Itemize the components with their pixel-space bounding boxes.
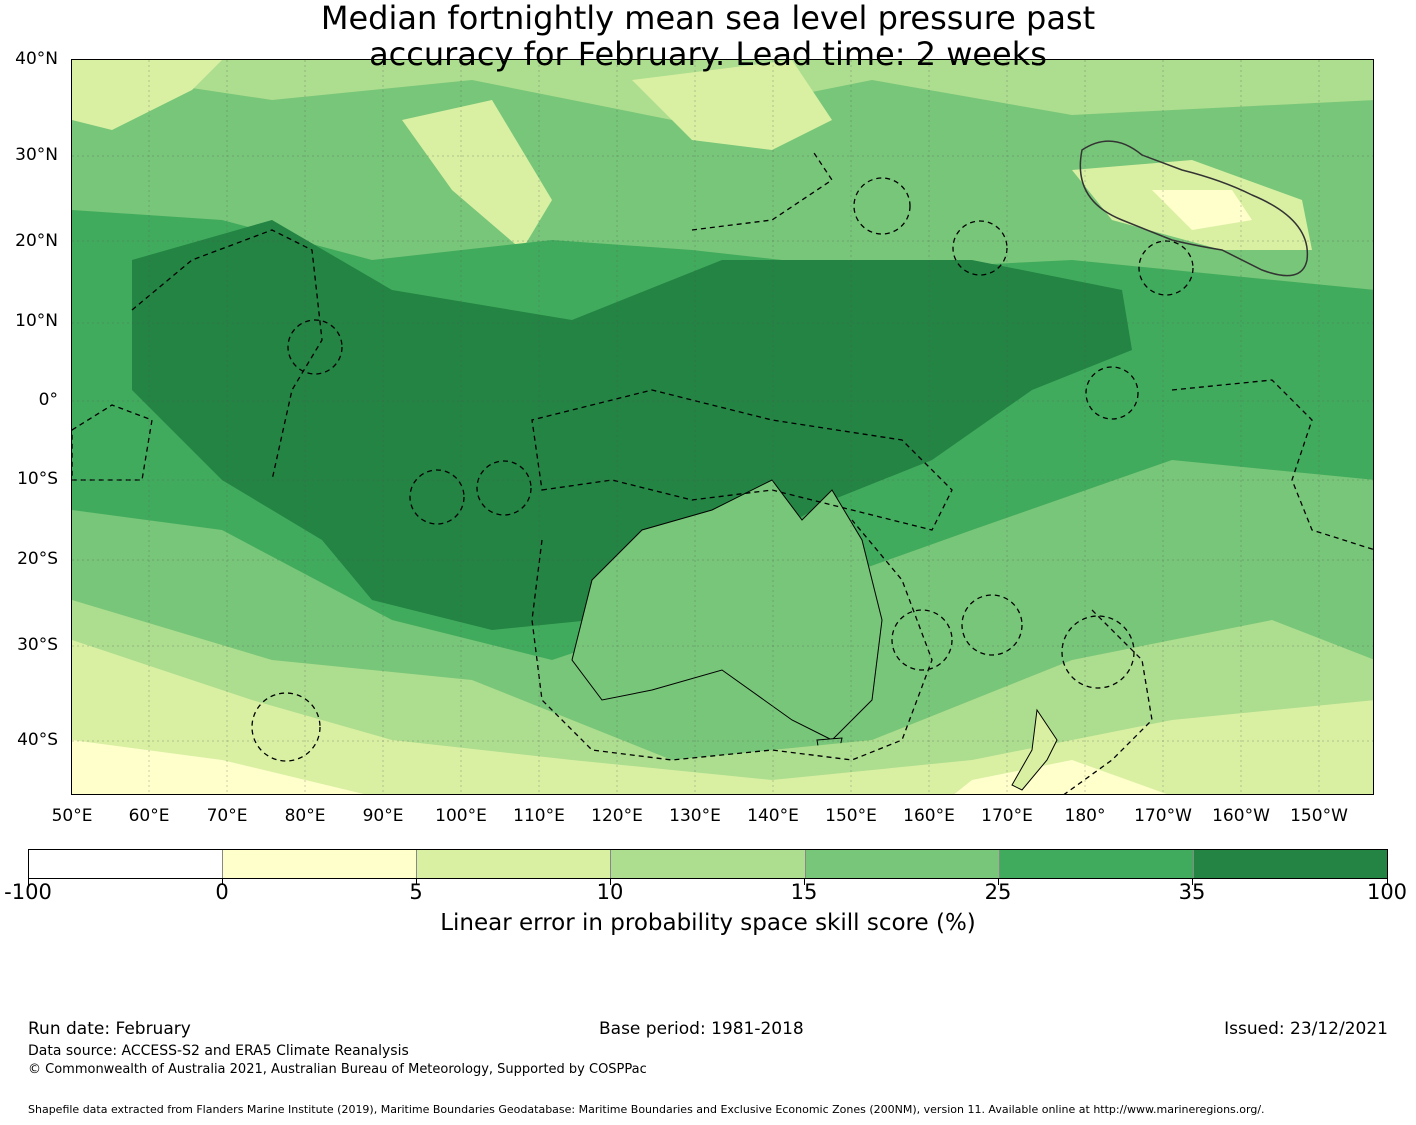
lon-label-150w: 150°W (1290, 806, 1348, 826)
colorbar-tick-mark (416, 879, 417, 885)
lon-label-160w: 160°W (1212, 806, 1270, 826)
copyright-notice: © Commonwealth of Australia 2021, Austra… (28, 1062, 647, 1077)
colorbar-segment-7 (1193, 850, 1387, 878)
base-period: Base period: 1981-2018 (599, 1019, 804, 1039)
colorbar-segment-2 (223, 850, 418, 878)
colorbar-title: Linear error in probability space skill … (440, 910, 976, 936)
colorbar-tick-label: 10 (596, 880, 624, 904)
colorbar-segment-6 (999, 850, 1194, 878)
region-lowest-skill-south (72, 740, 1167, 794)
lat-label-40s: 40°S (17, 730, 58, 750)
run-date: Run date: February (28, 1019, 191, 1039)
new-zealand (1011, 708, 1058, 791)
colorbar-tick-label: 100 (1366, 880, 1408, 904)
lon-label-80e: 80°E (284, 806, 326, 826)
lat-label-20n: 20°N (15, 231, 58, 251)
lon-label-150e: 150°E (825, 806, 877, 826)
lon-label-70e: 70°E (206, 806, 248, 826)
colorbar-tick-mark (1192, 879, 1193, 885)
lat-label-10s: 10°S (17, 469, 58, 489)
colorbar (28, 849, 1388, 879)
colorbar-tick-label: 35 (1178, 880, 1206, 904)
lon-label-140e: 140°E (747, 806, 799, 826)
map-title: Median fortnightly mean sea level pressu… (208, 0, 1208, 72)
colorbar-segment-4 (611, 850, 806, 878)
colorbar-tick-mark (28, 879, 29, 885)
lon-label-110e: 110°E (513, 806, 565, 826)
lon-label-90e: 90°E (362, 806, 404, 826)
lon-label-170e: 170°E (981, 806, 1033, 826)
region-very-low-skill-north (72, 60, 832, 250)
lon-label-130e: 130°E (669, 806, 721, 826)
colorbar-tick-mark (804, 879, 805, 885)
australia-landmass (571, 479, 883, 741)
colorbar-segment-1 (29, 850, 224, 878)
lon-label-120e: 120°E (591, 806, 643, 826)
lon-label-160e: 160°E (903, 806, 955, 826)
title-line-1: Median fortnightly mean sea level pressu… (320, 0, 1096, 37)
region-highest-skill-tropics (132, 220, 1132, 630)
colorbar-tick-label: 0 (215, 880, 229, 904)
lat-label-30s: 30°S (17, 635, 58, 655)
colorbar-tick-label: 15 (790, 880, 818, 904)
map-canvas (72, 60, 1373, 794)
colorbar-tick-mark (610, 879, 611, 885)
region-hawaii-lowest-skill (1152, 190, 1252, 230)
colorbar-tick-label: 5 (409, 880, 423, 904)
lon-label-50e: 50°E (51, 806, 93, 826)
hawaii-eez-boundary (1079, 140, 1309, 277)
lat-label-30n: 30°N (15, 145, 58, 165)
lat-label-20s: 20°S (17, 549, 58, 569)
lon-label-60e: 60°E (128, 806, 170, 826)
map-gridlines (72, 60, 1373, 794)
lon-label-180: 180° (1064, 806, 1106, 826)
issued-date: Issued: 23/12/2021 (1224, 1019, 1388, 1039)
lat-label-40n: 40°N (15, 49, 58, 69)
title-line-2: accuracy for February. Lead time: 2 week… (369, 35, 1047, 73)
colorbar-tick-mark (998, 879, 999, 885)
lat-label-10n: 10°N (15, 311, 58, 331)
lon-label-100e: 100°E (435, 806, 487, 826)
colorbar-tick-label: -100 (4, 880, 52, 904)
colorbar-tick-mark (1387, 879, 1388, 885)
colorbar-tick-mark (222, 879, 223, 885)
shapefile-credit: Shapefile data extracted from Flanders M… (28, 1103, 1265, 1116)
lon-label-170w: 170°W (1134, 806, 1192, 826)
colorbar-tick-label: 25 (984, 880, 1012, 904)
eez-boundaries (72, 149, 1373, 794)
colorbar-segment-3 (417, 850, 612, 878)
lat-label-0: 0° (38, 390, 58, 410)
colorbar-segment-5 (805, 850, 1000, 878)
data-source: Data source: ACCESS-S2 and ERA5 Climate … (28, 1043, 409, 1059)
skill-score-map (71, 59, 1374, 795)
